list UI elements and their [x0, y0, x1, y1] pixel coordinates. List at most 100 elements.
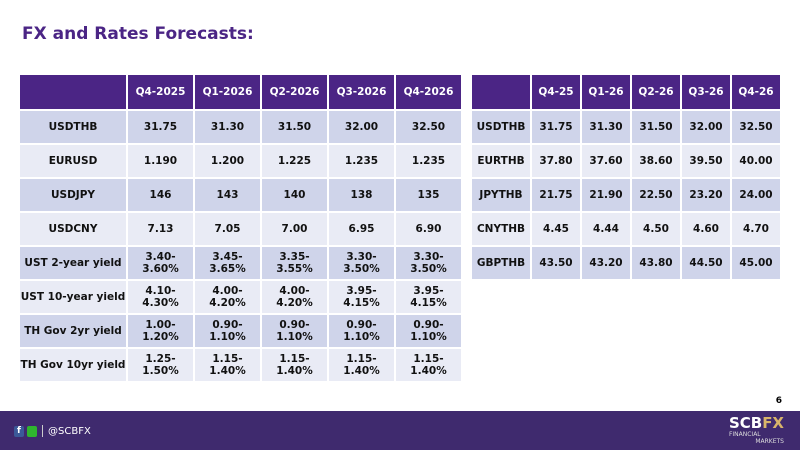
row-label: CNYTHB	[470, 211, 532, 247]
table-row: USDTHB 31.75 31.30 31.50 32.00 32.50	[470, 109, 782, 145]
value-cell: 39.50	[680, 143, 732, 179]
value-cell: 6.90	[394, 211, 463, 247]
thb-cross-forecast-table: Q4-25 Q1-26 Q2-26 Q3-26 Q4-26 USDTHB 31.75 31.…	[470, 73, 782, 281]
value-cell: 3.40-3.60%	[126, 245, 195, 281]
column-header	[470, 73, 532, 111]
table-row: JPYTHB 21.75 21.90 22.50 23.20 24.00	[470, 177, 782, 213]
page-title: FX and Rates Forecasts:	[22, 24, 254, 44]
column-header	[18, 73, 128, 111]
row-label: JPYTHB	[470, 177, 532, 213]
value-cell: 3.35-3.55%	[260, 245, 329, 281]
value-cell: 43.80	[630, 245, 682, 281]
row-label: USDJPY	[18, 177, 128, 213]
value-cell: 1.225	[260, 143, 329, 179]
table-row: UST 10-year yield 4.10-4.30% 4.00-4.20% 4.0…	[18, 279, 463, 315]
value-cell: 135	[394, 177, 463, 213]
column-header: Q1-26	[580, 73, 632, 111]
value-cell: 1.235	[394, 143, 463, 179]
logo-scb: SCB	[728, 414, 763, 432]
value-cell: 44.50	[680, 245, 732, 281]
row-label: USDTHB	[470, 109, 532, 145]
divider	[42, 425, 43, 437]
value-cell: 32.00	[327, 109, 396, 145]
value-cell: 4.50	[630, 211, 682, 247]
value-cell: 4.00-4.20%	[193, 279, 262, 315]
column-header: Q3-26	[680, 73, 732, 111]
value-cell: 7.13	[126, 211, 195, 247]
column-header: Q3-2026	[327, 73, 396, 111]
value-cell: 4.10-4.30%	[126, 279, 195, 315]
row-label: EURUSD	[18, 143, 128, 179]
facebook-icon[interactable]: f	[14, 425, 24, 437]
column-header: Q4-25	[530, 73, 582, 111]
row-label: GBPTHB	[470, 245, 532, 281]
value-cell: 32.50	[730, 109, 782, 145]
column-header: Q2-26	[630, 73, 682, 111]
logo-fx: FX	[762, 414, 784, 432]
row-label: USDTHB	[18, 109, 128, 145]
value-cell: 1.15-1.40%	[193, 347, 262, 383]
value-cell: 31.30	[193, 109, 262, 145]
value-cell: 31.30	[580, 109, 632, 145]
value-cell: 43.50	[530, 245, 582, 281]
value-cell: 24.00	[730, 177, 782, 213]
value-cell: 1.15-1.40%	[260, 347, 329, 383]
value-cell: 31.50	[630, 109, 682, 145]
footer: f @SCBFX SCBFX FINANCIAL MARKETS	[0, 411, 800, 450]
value-cell: 23.20	[680, 177, 732, 213]
table-row: EURTHB 37.80 37.60 38.60 39.50 40.00	[470, 143, 782, 179]
value-cell: 0.90-1.10%	[327, 313, 396, 349]
value-cell: 3.30-3.50%	[327, 245, 396, 281]
value-cell: 7.00	[260, 211, 329, 247]
row-label: EURTHB	[470, 143, 532, 179]
value-cell: 31.50	[260, 109, 329, 145]
value-cell: 4.44	[580, 211, 632, 247]
header-row: Q4-25 Q1-26 Q2-26 Q3-26 Q4-26	[470, 73, 782, 111]
value-cell: 45.00	[730, 245, 782, 281]
page-number: 6	[775, 396, 782, 406]
value-cell: 21.90	[580, 177, 632, 213]
table-row: EURUSD 1.190 1.200 1.225 1.235 1.235	[18, 143, 463, 179]
column-header: Q4-2025	[126, 73, 195, 111]
rates-forecast-table: Q4-2025 Q1-2026 Q2-2026 Q3-2026 Q4-2026 USDT…	[18, 73, 463, 383]
value-cell: 3.45-3.65%	[193, 245, 262, 281]
column-header: Q2-2026	[260, 73, 329, 111]
value-cell: 1.200	[193, 143, 262, 179]
value-cell: 37.60	[580, 143, 632, 179]
value-cell: 7.05	[193, 211, 262, 247]
table-row: USDCNY 7.13 7.05 7.00 6.95 6.90	[18, 211, 463, 247]
value-cell: 3.95-4.15%	[394, 279, 463, 315]
logo-line1: FINANCIAL	[728, 431, 761, 438]
row-label: TH Gov 10yr yield	[18, 347, 128, 383]
row-label: UST 10-year yield	[18, 279, 128, 315]
value-cell: 21.75	[530, 177, 582, 213]
value-cell: 43.20	[580, 245, 632, 281]
social-handle: @SCBFX	[48, 425, 91, 437]
table-row: TH Gov 10yr yield 1.25-1.50% 1.15-1.40% 1.1…	[18, 347, 463, 383]
value-cell: 32.50	[394, 109, 463, 145]
value-cell: 40.00	[730, 143, 782, 179]
value-cell: 146	[126, 177, 195, 213]
table-row: UST 2-year yield 3.40-3.60% 3.45-3.65% 3.35…	[18, 245, 463, 281]
value-cell: 4.45	[530, 211, 582, 247]
value-cell: 3.30-3.50%	[394, 245, 463, 281]
column-header: Q1-2026	[193, 73, 262, 111]
value-cell: 6.95	[327, 211, 396, 247]
row-label: USDCNY	[18, 211, 128, 247]
value-cell: 1.15-1.40%	[394, 347, 463, 383]
value-cell: 4.60	[680, 211, 732, 247]
scbfx-logo: SCBFX FINANCIAL MARKETS	[729, 415, 784, 445]
table-row: USDTHB 31.75 31.30 31.50 32.00 32.50	[18, 109, 463, 145]
row-label: UST 2-year yield	[18, 245, 128, 281]
table-row: USDJPY 146 143 140 138 135	[18, 177, 463, 213]
row-label: TH Gov 2yr yield	[18, 313, 128, 349]
value-cell: 0.90-1.10%	[193, 313, 262, 349]
value-cell: 1.190	[126, 143, 195, 179]
value-cell: 138	[327, 177, 396, 213]
table-row: CNYTHB 4.45 4.44 4.50 4.60 4.70	[470, 211, 782, 247]
value-cell: 1.00-1.20%	[126, 313, 195, 349]
value-cell: 31.75	[126, 109, 195, 145]
value-cell: 22.50	[630, 177, 682, 213]
value-cell: 38.60	[630, 143, 682, 179]
line-icon[interactable]	[27, 425, 37, 437]
